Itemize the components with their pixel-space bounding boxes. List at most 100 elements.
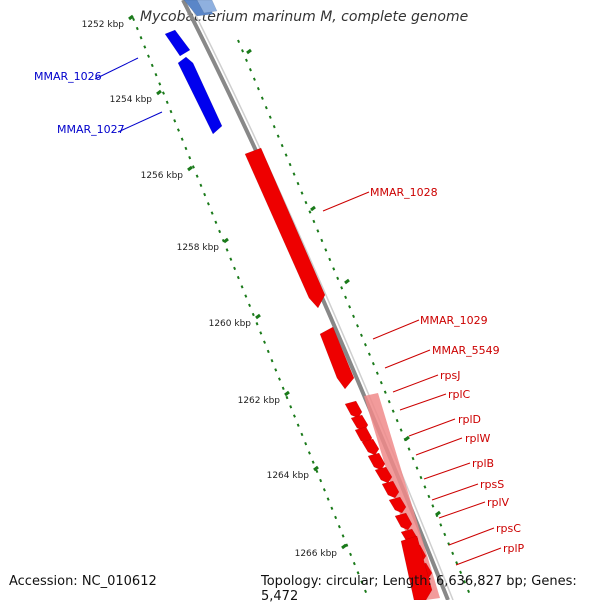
inner-tick-dot [147, 54, 150, 58]
outer-tick-dot [423, 485, 427, 489]
gene-arrow-forward [164, 29, 191, 57]
outer-tick-dot [268, 115, 272, 119]
outer-tick-dot [427, 494, 431, 499]
outer-tick-dot [284, 153, 288, 157]
gene-label: rplW [465, 432, 491, 445]
major-tick [156, 89, 162, 96]
outer-tick-dot [367, 352, 371, 356]
gene-label-leader [438, 501, 486, 519]
tick-label: 1252 kbp [82, 20, 125, 30]
gene-label-leader [392, 374, 439, 393]
inner-tick-dot [184, 146, 188, 151]
inner-tick-dot [345, 543, 349, 547]
tick-label: 1262 kbp [238, 396, 281, 406]
outer-tick-dot [344, 295, 348, 300]
inner-tick-dot [349, 552, 353, 557]
outer-tick-dot [248, 68, 252, 72]
gene-label: rplP [503, 542, 525, 555]
outer-tick-dot [352, 314, 356, 318]
outer-tick-dot [379, 380, 383, 385]
outer-tick-dot [276, 134, 280, 138]
major-tick [223, 237, 229, 244]
inner-tick-dot [315, 469, 319, 474]
inner-tick-dot [251, 312, 255, 317]
inner-tick-dot [173, 119, 177, 123]
inner-tick-dot [263, 340, 266, 344]
inner-tick-dot [311, 460, 315, 464]
outer-tick-dot [443, 532, 447, 537]
gene-label: MMAR_1026 [34, 70, 102, 83]
outer-tick-dot [391, 409, 395, 413]
gene-label-leader [431, 483, 479, 501]
outer-tick-dot [407, 447, 411, 451]
inner-tick-dot [259, 331, 263, 335]
outer-tick-dot [356, 324, 359, 328]
gene-label-leader [322, 191, 370, 212]
gene-arrow-ribosomal [374, 466, 393, 484]
gene-arrow-ribosomal [367, 452, 386, 471]
inner-tick-dot [169, 109, 173, 114]
outer-tick-dot [264, 105, 268, 110]
outer-tick-dot [252, 77, 256, 81]
inner-tick-dot [158, 82, 162, 86]
outer-tick-dot [467, 589, 471, 593]
inner-tick-dot [191, 165, 195, 169]
outer-major-tick [310, 205, 316, 212]
inner-tick-dot [356, 571, 360, 575]
inner-tick-dot [341, 534, 345, 538]
outer-tick-dot [415, 466, 419, 470]
outer-major-tick [246, 48, 252, 55]
inner-tick-dot [285, 395, 289, 400]
gene-label: rpsS [480, 478, 504, 491]
inner-tick-dot [214, 220, 218, 224]
inner-tick-dot [270, 358, 274, 363]
inner-tick-dot [139, 36, 143, 40]
inner-tick-dot [236, 275, 240, 280]
outer-tick-dot [260, 96, 264, 100]
gene-label-leader [117, 111, 163, 133]
outer-tick-dot [304, 200, 308, 205]
inner-tick-dot [180, 137, 184, 141]
inner-tick-dot [278, 377, 281, 381]
outer-tick-dot [272, 124, 276, 129]
outer-tick-dot [451, 551, 455, 556]
gene-arrow-ribosomal [381, 480, 400, 499]
gene-label: rplV [487, 496, 510, 509]
outer-tick-dot [340, 286, 344, 290]
gene-arrow-forward [177, 56, 223, 135]
inner-tick-dot [319, 478, 323, 483]
inner-tick-dot [229, 257, 233, 261]
inner-tick-dot [289, 405, 293, 409]
inner-tick-dot [266, 349, 270, 354]
tick-label: 1264 kbp [267, 471, 310, 481]
outer-tick-dot [348, 305, 352, 309]
gene-label: rplD [458, 413, 481, 426]
outer-tick-dot [375, 371, 379, 375]
inner-tick-dot [188, 155, 192, 160]
inner-tick-dot [337, 525, 341, 529]
gene-label: rplC [448, 388, 471, 401]
outer-tick-dot [363, 343, 367, 347]
inner-tick-dot [143, 45, 147, 49]
gene-label-leader [384, 349, 431, 369]
gene-label: MMAR_5549 [432, 344, 500, 357]
inner-tick-dot [360, 580, 364, 584]
gene-arrow-reverse [244, 147, 326, 309]
inner-tick-dot [352, 561, 356, 566]
gene-label-leader [415, 437, 463, 456]
gene-label-leader [455, 547, 502, 566]
inner-tick-dot [326, 497, 330, 501]
major-tick [284, 390, 290, 397]
gene-label-leader [423, 462, 471, 480]
outer-tick-dot [455, 561, 459, 565]
gene-label: MMAR_1027 [57, 123, 125, 136]
inner-tick-dot [195, 174, 199, 178]
outer-tick-dot [360, 333, 363, 337]
outer-tick-dot [296, 181, 300, 186]
outer-tick-dot [383, 390, 387, 394]
inner-tick-dot [274, 368, 278, 372]
outer-tick-dot [332, 267, 336, 271]
inner-tick-dot [176, 128, 180, 132]
inner-tick-dot [154, 72, 158, 77]
outer-tick-dot [288, 162, 292, 167]
